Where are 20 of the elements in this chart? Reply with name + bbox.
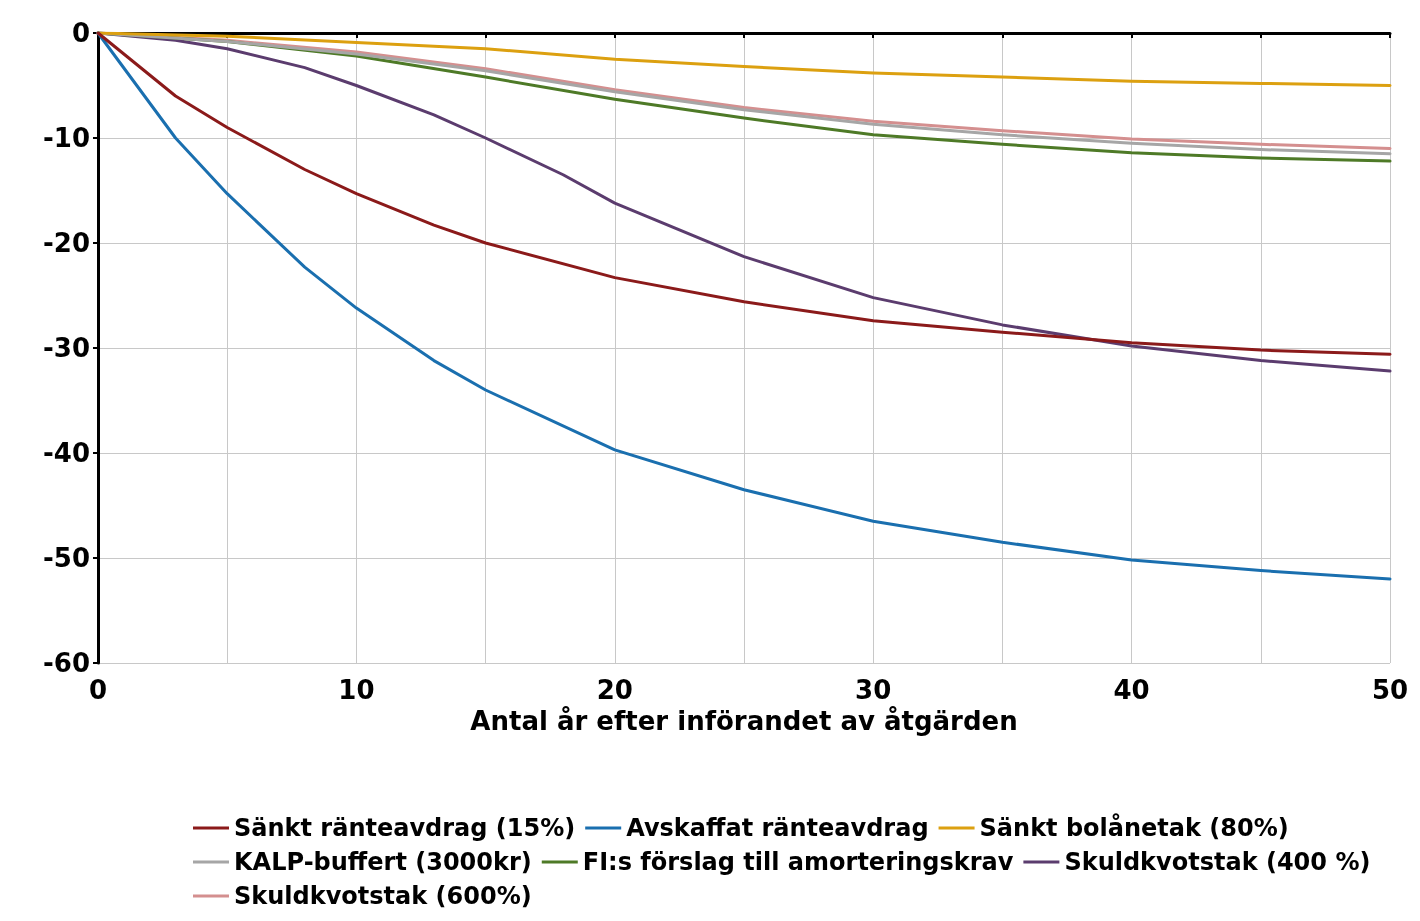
legend-label: FI:s förslag till amorteringskrav	[582, 848, 1014, 876]
y-tick-label: -10	[43, 123, 90, 153]
legend-label: KALP-buffert (3000kr)	[234, 848, 532, 876]
y-tick-label: -50	[43, 543, 90, 573]
y-tick-label: -20	[43, 228, 90, 258]
legend-label: Sänkt ränteavdrag (15%)	[234, 814, 576, 842]
x-tick-label: 30	[855, 675, 892, 705]
x-tick-label: 40	[1113, 675, 1150, 705]
y-tick-label: 0	[71, 18, 90, 48]
legend-label: Skuldkvotstak (600%)	[234, 882, 532, 910]
legend-label: Skuldkvotstak (400 %)	[1064, 848, 1371, 876]
y-tick-label: -40	[43, 438, 90, 468]
y-tick-label: -60	[43, 648, 90, 678]
x-tick-label: 20	[596, 675, 633, 705]
x-tick-label: 10	[338, 675, 375, 705]
y-tick-label: -30	[43, 333, 90, 363]
x-tick-label: 50	[1371, 675, 1409, 705]
legend-label: Sänkt bolånetak (80%)	[979, 813, 1289, 842]
x-axis-title: Antal år efter införandet av åtgärden	[470, 705, 1018, 736]
legend-label: Avskaffat ränteavdrag	[626, 814, 929, 842]
